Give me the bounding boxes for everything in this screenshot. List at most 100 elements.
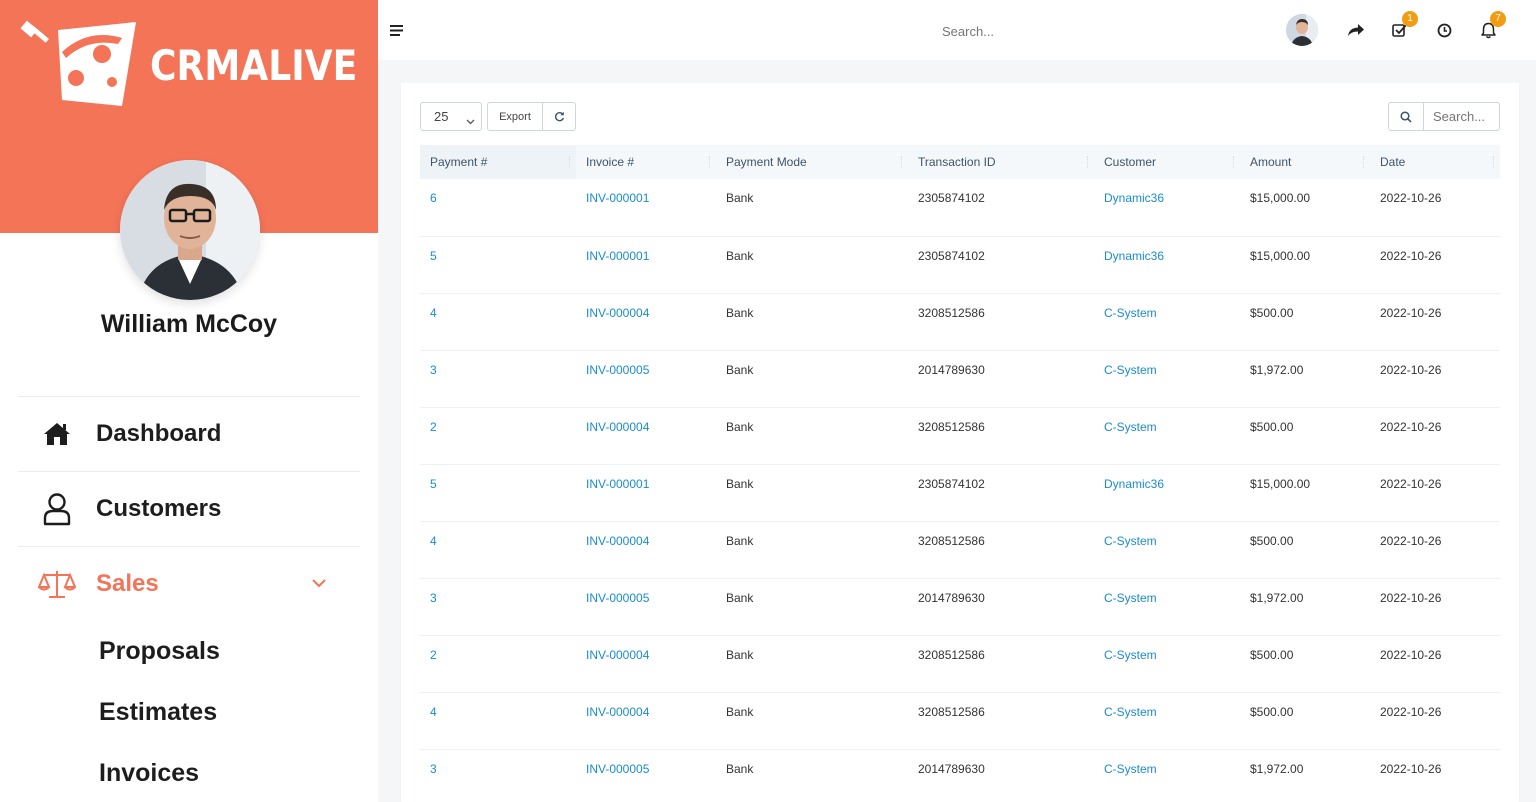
sidebar-item-label: Sales: [96, 570, 159, 597]
customer-link[interactable]: Dynamic36: [1094, 464, 1240, 522]
column-header-transaction-id[interactable]: Transaction ID: [908, 145, 1094, 179]
customer-link[interactable]: Dynamic36: [1094, 236, 1240, 294]
transaction-id-cell: 3208512586: [908, 521, 1094, 579]
invoice-number-link[interactable]: INV-000004: [576, 635, 716, 693]
export-button[interactable]: Export: [487, 102, 543, 131]
transaction-id-cell: 2305874102: [908, 236, 1094, 294]
payment-number-link[interactable]: 4: [420, 692, 576, 750]
customer-link[interactable]: C-System: [1094, 407, 1240, 465]
sidebar-item-label: Dashboard: [96, 420, 222, 447]
submenu-item-proposals[interactable]: Proposals: [99, 637, 220, 665]
column-label: Transaction ID: [918, 155, 996, 169]
payment-number-link[interactable]: 3: [420, 749, 576, 802]
user-icon: [18, 492, 96, 526]
submenu-item-estimates[interactable]: Estimates: [99, 698, 218, 726]
date-cell: 2022-10-26: [1370, 407, 1500, 465]
sidebar-nav: Dashboard Customers Sales Proposals Est: [18, 396, 360, 802]
user-avatar[interactable]: [120, 160, 260, 300]
amount-cell: $1,972.00: [1240, 578, 1370, 636]
payment-mode-cell: Bank: [716, 578, 908, 636]
payment-mode-cell: Bank: [716, 236, 908, 294]
invoice-number-link[interactable]: INV-000001: [576, 179, 716, 237]
invoice-number-link[interactable]: INV-000005: [576, 350, 716, 408]
customer-link[interactable]: C-System: [1094, 350, 1240, 408]
bell-icon[interactable]: 7: [1466, 11, 1510, 46]
invoice-number-link[interactable]: INV-000005: [576, 578, 716, 636]
column-label: Amount: [1250, 155, 1292, 169]
sidebar-item-sales[interactable]: Sales: [18, 546, 360, 621]
gavel-logo-icon: [20, 20, 136, 106]
customer-link[interactable]: C-System: [1094, 293, 1240, 351]
amount-cell: $500.00: [1240, 635, 1370, 693]
invoice-number-link[interactable]: INV-000004: [576, 293, 716, 351]
column-header-payment-mode[interactable]: Payment Mode: [716, 145, 908, 179]
payment-number-link[interactable]: 3: [420, 578, 576, 636]
invoice-number-link[interactable]: INV-000004: [576, 521, 716, 579]
payment-number-link[interactable]: 6: [420, 179, 576, 237]
payment-number-link[interactable]: 5: [420, 464, 576, 522]
share-icon[interactable]: [1334, 14, 1378, 46]
amount-cell: $15,000.00: [1240, 464, 1370, 522]
topbar: 1 7: [378, 0, 1536, 60]
profile-avatar[interactable]: [1286, 14, 1318, 46]
customer-link[interactable]: C-System: [1094, 635, 1240, 693]
table-search-input[interactable]: [1424, 102, 1500, 131]
invoice-number-link[interactable]: INV-000001: [576, 464, 716, 522]
tasks-icon[interactable]: 1: [1378, 11, 1422, 46]
chevron-down-icon[interactable]: [312, 575, 326, 593]
payment-number-link[interactable]: 2: [420, 635, 576, 693]
transaction-id-cell: 2305874102: [908, 464, 1094, 522]
reload-button[interactable]: [543, 102, 576, 131]
column-header-customer[interactable]: Customer: [1094, 145, 1240, 179]
invoice-number-link[interactable]: INV-000001: [576, 236, 716, 294]
transaction-id-cell: 3208512586: [908, 635, 1094, 693]
customer-link[interactable]: C-System: [1094, 749, 1240, 802]
table-controls: 25 Export: [420, 102, 576, 131]
payment-number-link[interactable]: 4: [420, 521, 576, 579]
customer-link[interactable]: Dynamic36: [1094, 179, 1240, 237]
invoice-number-link[interactable]: INV-000005: [576, 749, 716, 802]
payment-number-link[interactable]: 5: [420, 236, 576, 294]
clock-icon[interactable]: [1422, 14, 1466, 46]
sidebar-item-customers[interactable]: Customers: [18, 471, 360, 546]
search-icon[interactable]: [1388, 102, 1424, 131]
customer-link[interactable]: C-System: [1094, 692, 1240, 750]
scale-icon: [18, 568, 96, 600]
brand-logo[interactable]: CRMALIVE: [18, 18, 391, 113]
brand-name: CRMALIVE: [150, 41, 358, 90]
payment-number-link[interactable]: 2: [420, 407, 576, 465]
column-header-date[interactable]: Date: [1370, 145, 1500, 179]
sort-icon: [1233, 156, 1234, 168]
invoice-number-link[interactable]: INV-000004: [576, 692, 716, 750]
transaction-id-cell: 3208512586: [908, 407, 1094, 465]
sort-icon: [1493, 156, 1494, 168]
sort-icon: [709, 156, 710, 168]
date-cell: 2022-10-26: [1370, 464, 1500, 522]
menu-toggle-icon[interactable]: [390, 23, 404, 41]
amount-cell: $1,972.00: [1240, 749, 1370, 802]
column-header-payment[interactable]: Payment #: [420, 145, 576, 179]
payment-mode-cell: Bank: [716, 407, 908, 465]
page-size-select[interactable]: 25: [420, 102, 482, 131]
column-label: Payment Mode: [726, 155, 807, 169]
column-header-invoice[interactable]: Invoice #: [576, 145, 716, 179]
global-search-input[interactable]: [858, 20, 1078, 42]
date-cell: 2022-10-26: [1370, 635, 1500, 693]
sort-icon: [569, 156, 570, 168]
sidebar-item-dashboard[interactable]: Dashboard: [18, 396, 360, 471]
table-body: 6 INV-000001 Bank 2305874102 Dynamic36 $15,00…: [420, 179, 1500, 802]
payment-number-link[interactable]: 4: [420, 293, 576, 351]
date-cell: 2022-10-26: [1370, 521, 1500, 579]
date-cell: 2022-10-26: [1370, 236, 1500, 294]
payments-panel: 25 Export Pa: [401, 83, 1519, 802]
customer-link[interactable]: C-System: [1094, 578, 1240, 636]
payment-mode-cell: Bank: [716, 692, 908, 750]
payments-table: Payment # Invoice # Payment Mode Transac…: [420, 145, 1500, 802]
column-header-amount[interactable]: Amount: [1240, 145, 1370, 179]
user-name: William McCoy: [100, 310, 278, 338]
invoice-number-link[interactable]: INV-000004: [576, 407, 716, 465]
submenu-item-invoices[interactable]: Invoices: [99, 759, 200, 787]
customer-link[interactable]: C-System: [1094, 521, 1240, 579]
payment-number-link[interactable]: 3: [420, 350, 576, 408]
